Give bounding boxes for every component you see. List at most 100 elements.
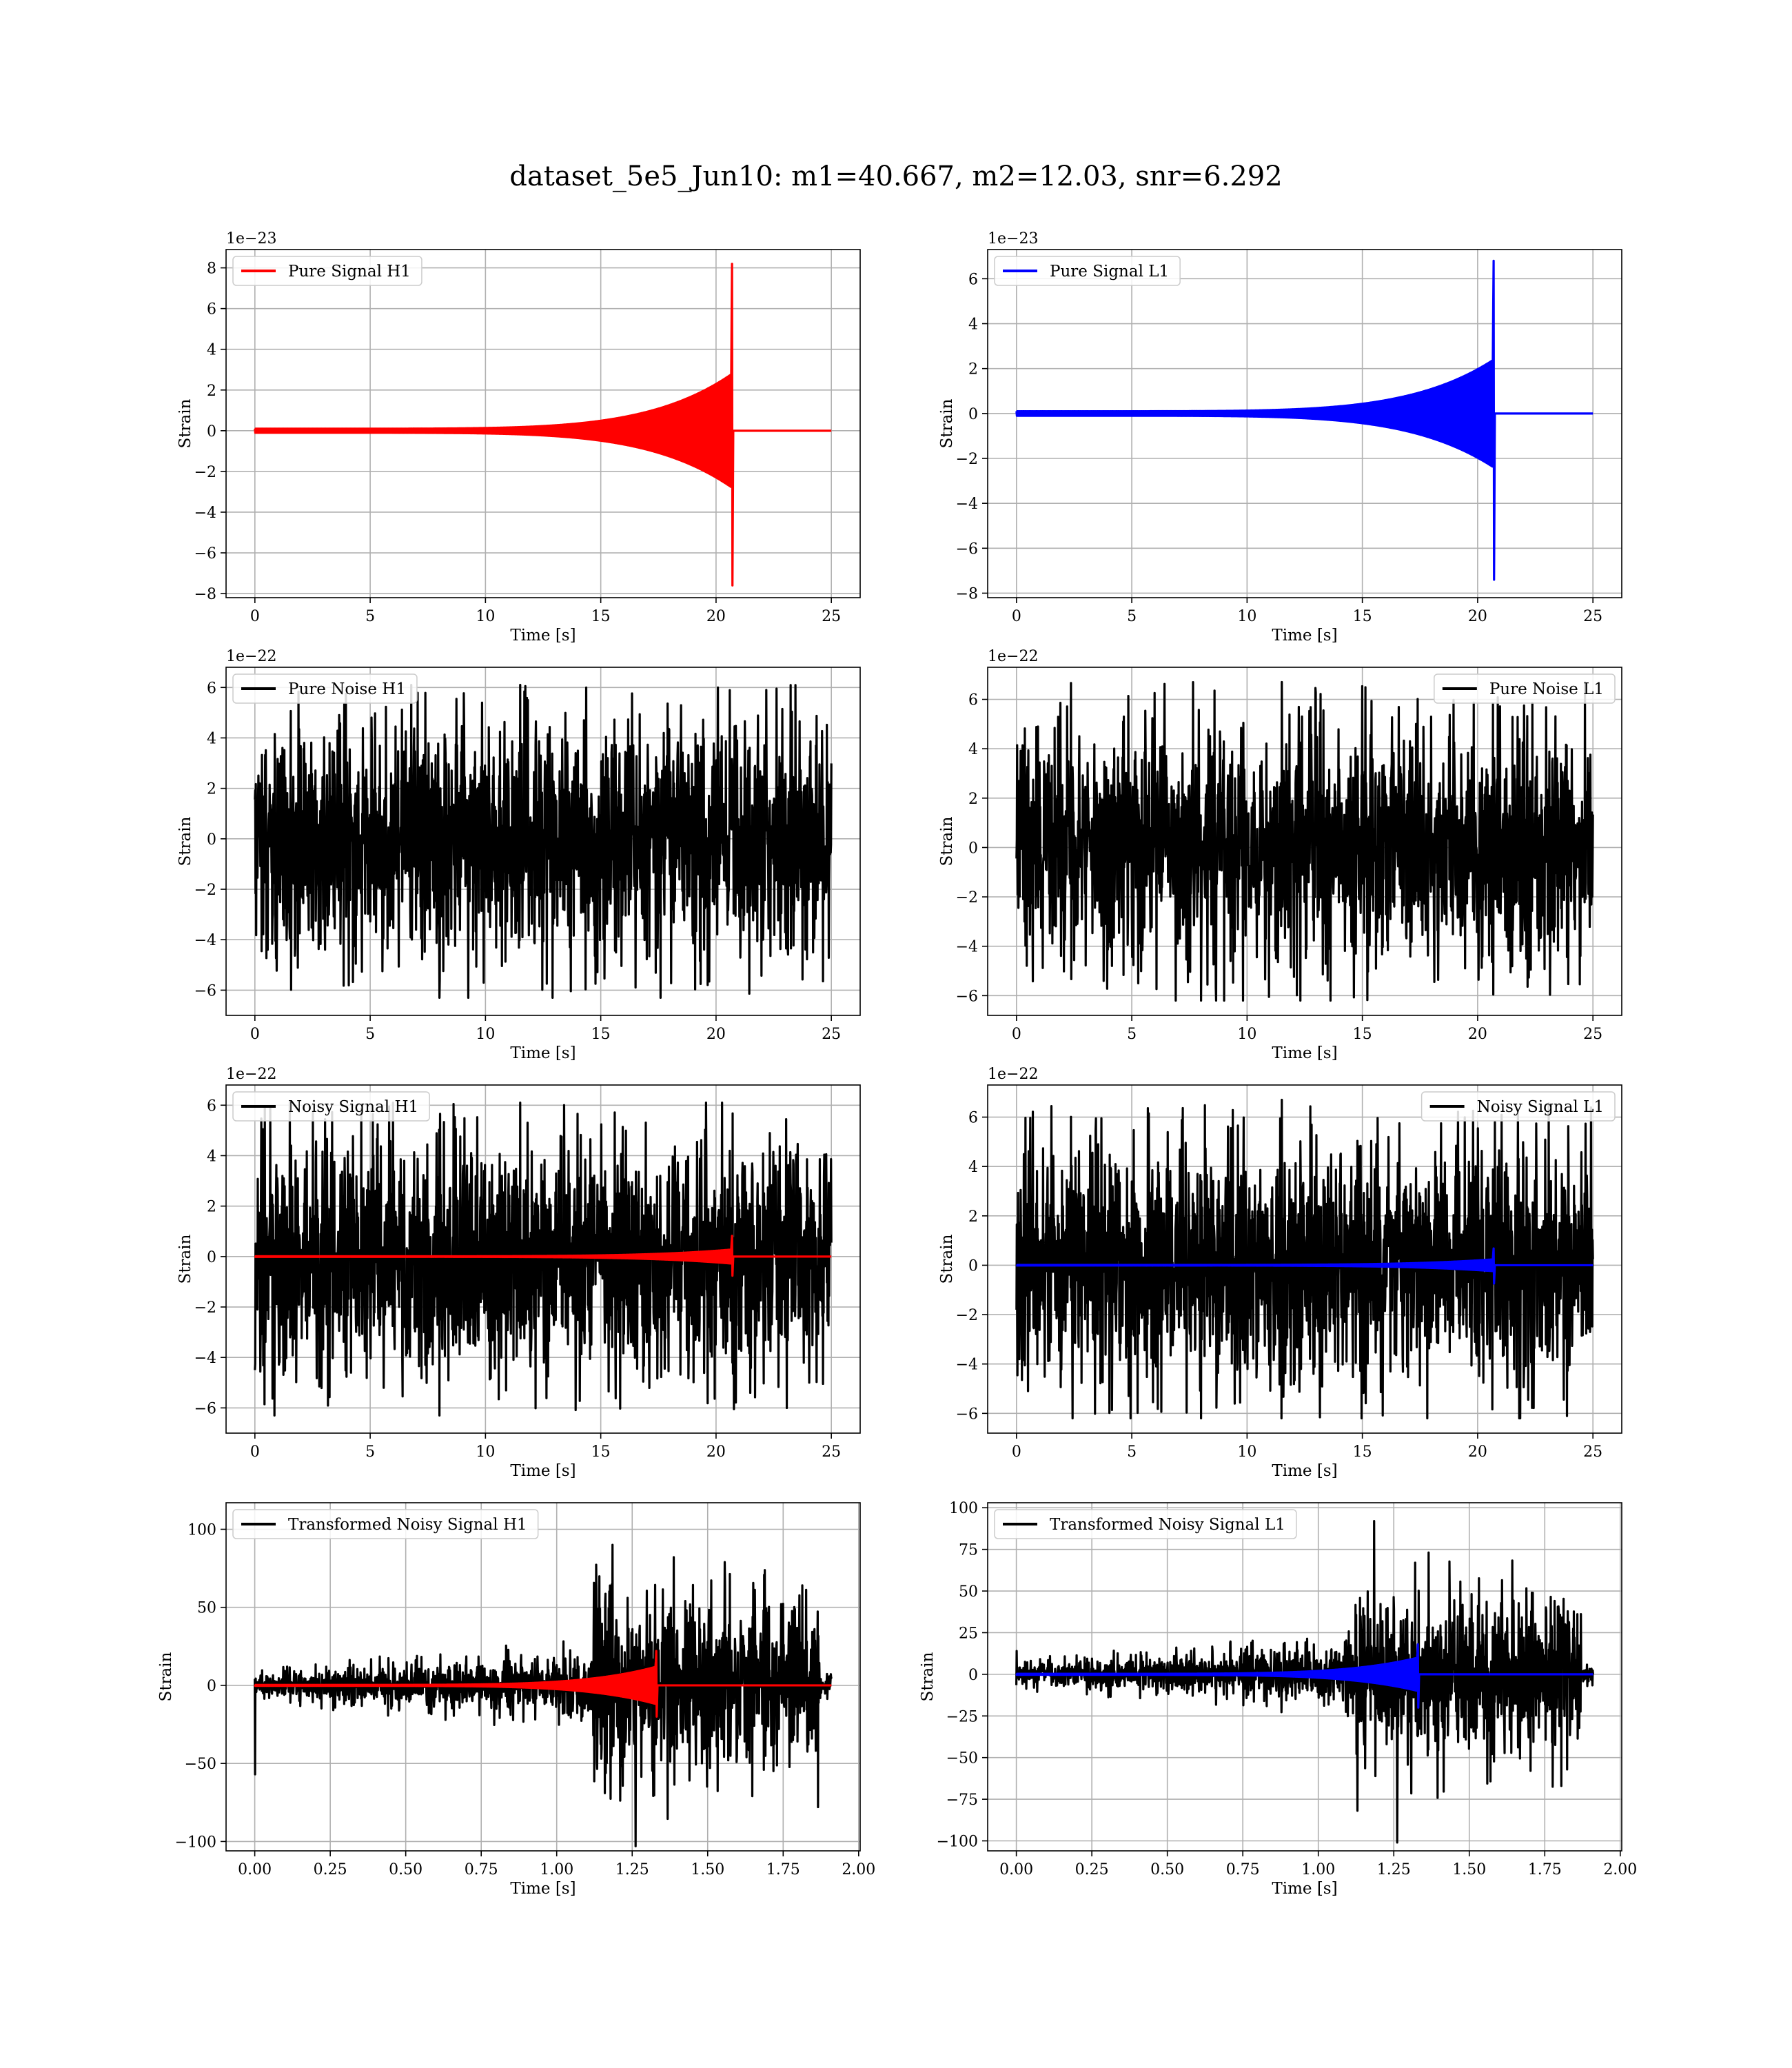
- y-tick-label: −4: [194, 505, 216, 522]
- y-tick-label: 0: [968, 1667, 978, 1684]
- x-tick-label: 5: [1127, 608, 1137, 625]
- x-tick-label: 25: [822, 1026, 841, 1043]
- y-tick-label: 6: [968, 692, 978, 709]
- y-tick-label: 0: [207, 831, 216, 849]
- x-tick-label: 2.00: [842, 1861, 875, 1878]
- y-tick-label: 2: [207, 781, 216, 798]
- legend: Transformed Noisy Signal H1: [232, 1509, 539, 1539]
- y-axis-label: Strain: [938, 398, 956, 448]
- series-line-transformed-noisy-signal-l1-1: [1015, 1643, 1594, 1709]
- x-tick-label: 15: [591, 1443, 611, 1461]
- legend: Noisy Signal H1: [232, 1091, 430, 1122]
- y-tick-label: 2: [968, 1208, 978, 1226]
- y-tick-label: −2: [956, 1307, 978, 1324]
- x-tick-label: 0: [250, 1026, 260, 1043]
- x-tick-label: 5: [1127, 1026, 1137, 1043]
- y-tick-label: 6: [207, 1097, 216, 1115]
- x-tick-label: 5: [365, 608, 375, 625]
- x-tick-label: 0: [250, 1443, 260, 1461]
- series-line-transformed-noisy-signal-l1-0: [1015, 1519, 1594, 1844]
- axes-frame: [987, 1502, 1622, 1852]
- y-tick-label: −4: [194, 932, 216, 949]
- plot-area: [988, 250, 1622, 598]
- y-tick-label: 6: [207, 301, 216, 318]
- y-tick-label: 4: [207, 1148, 216, 1165]
- y-tick-label: 2: [968, 791, 978, 808]
- x-tick-label: 15: [591, 1026, 611, 1043]
- legend-box: [994, 1509, 1297, 1539]
- legend-box: [232, 1091, 430, 1122]
- subplot-pure-signal-h1: 0 5 10 15 20 25 −8 −6 −4 −2 0 2 4 6 8 1e−23 Time [s] Stra…: [176, 230, 861, 645]
- y-tick-label: −2: [194, 464, 216, 481]
- legend: Pure Signal H1: [232, 256, 422, 286]
- axes-frame: [987, 249, 1622, 598]
- x-axis-label: Time [s]: [510, 1044, 576, 1062]
- x-tick-label: 0.25: [314, 1861, 347, 1878]
- y-tick-label: −6: [956, 540, 978, 558]
- offset-text: 1e−22: [988, 1066, 1038, 1083]
- y-tick-label: 6: [207, 680, 216, 697]
- x-tick-label: 20: [706, 608, 726, 625]
- x-tick-label: 25: [822, 608, 841, 625]
- plot-area: [226, 250, 860, 598]
- x-tick-label: 25: [822, 1443, 841, 1461]
- figure-title: dataset_5e5_Jun10: m1=40.667, m2=12.03, …: [509, 161, 1282, 192]
- y-tick-label: −8: [194, 586, 216, 603]
- y-axis-label: Strain: [919, 1652, 937, 1701]
- legend: Transformed Noisy Signal L1: [994, 1509, 1297, 1539]
- axes-frame: [987, 1084, 1622, 1434]
- legend-box: [1421, 1091, 1616, 1122]
- y-tick-label: −2: [956, 451, 978, 468]
- legend-box: [232, 1509, 539, 1539]
- y-tick-label: −2: [956, 889, 978, 906]
- x-tick-label: 0: [1012, 1443, 1021, 1461]
- x-tick-label: 15: [1353, 1443, 1372, 1461]
- offset-text: 1e−22: [226, 1066, 276, 1083]
- y-tick-label: 4: [968, 316, 978, 334]
- y-tick-label: 4: [968, 1159, 978, 1176]
- y-tick-label: 6: [968, 1110, 978, 1127]
- subplot-noisy-signal-l1: 0 5 10 15 20 25 −6 −4 −2 0 2 4 6 1e−22 Time [s] Strain N…: [938, 1066, 1622, 1480]
- series-line-transformed-noisy-signal-h1-1: [254, 1650, 833, 1718]
- series-line-noisy-signal-h1-1: [254, 1235, 833, 1277]
- subplot-pure-signal-l1: 0 5 10 15 20 25 −8 −6 −4 −2 0 2 4 6 1e−23 Time [s] Strai…: [938, 230, 1622, 645]
- x-tick-label: 0.75: [1226, 1861, 1260, 1878]
- offset-text: 1e−23: [988, 230, 1038, 247]
- y-tick-label: −6: [956, 1406, 978, 1423]
- y-tick-label: 0: [968, 840, 978, 857]
- y-tick-label: 0: [207, 1678, 216, 1695]
- x-tick-label: 0.00: [238, 1861, 272, 1878]
- x-tick-label: 1.50: [691, 1861, 724, 1878]
- x-tick-label: 0.25: [1075, 1861, 1109, 1878]
- series-line-pure-signal-l1-0: [1015, 259, 1594, 581]
- legend-box: [232, 673, 418, 704]
- x-tick-label: 1.00: [1301, 1861, 1335, 1878]
- series-line-transformed-noisy-signal-h1-0: [254, 1543, 833, 1847]
- y-tick-label: 100: [949, 1500, 978, 1517]
- axes-frame: [225, 1502, 861, 1852]
- x-tick-label: 2.00: [1603, 1861, 1637, 1878]
- x-tick-label: 1.50: [1452, 1861, 1486, 1878]
- subplot-pure-noise-l1: 0 5 10 15 20 25 −6 −4 −2 0 2 4 6 1e−22 Time [s] Strain P…: [938, 648, 1622, 1062]
- y-tick-label: −6: [194, 982, 216, 1000]
- x-tick-label: 15: [1353, 608, 1372, 625]
- axes-frame: [987, 667, 1622, 1016]
- offset-text: 1e−22: [226, 648, 276, 665]
- y-tick-label: −4: [956, 1357, 978, 1374]
- y-tick-label: −6: [956, 988, 978, 1005]
- x-tick-label: 25: [1583, 1443, 1602, 1461]
- y-tick-label: 0: [207, 1249, 216, 1266]
- y-tick-label: −100: [175, 1834, 216, 1851]
- x-tick-label: 10: [476, 608, 495, 625]
- x-tick-label: 20: [706, 1443, 726, 1461]
- y-tick-label: 8: [207, 261, 216, 278]
- x-tick-label: 5: [365, 1026, 375, 1043]
- y-tick-label: 4: [968, 741, 978, 758]
- legend-entry: Noisy Signal L1: [1477, 1098, 1604, 1116]
- y-tick-label: −100: [937, 1834, 978, 1851]
- y-tick-label: 0: [207, 423, 216, 440]
- subplot-noisy-signal-h1: 0 5 10 15 20 25 −6 −4 −2 0 2 4 6 1e−22 Time [s] Strain N…: [176, 1066, 861, 1480]
- y-tick-label: 4: [207, 730, 216, 747]
- y-axis-label: Strain: [176, 816, 194, 866]
